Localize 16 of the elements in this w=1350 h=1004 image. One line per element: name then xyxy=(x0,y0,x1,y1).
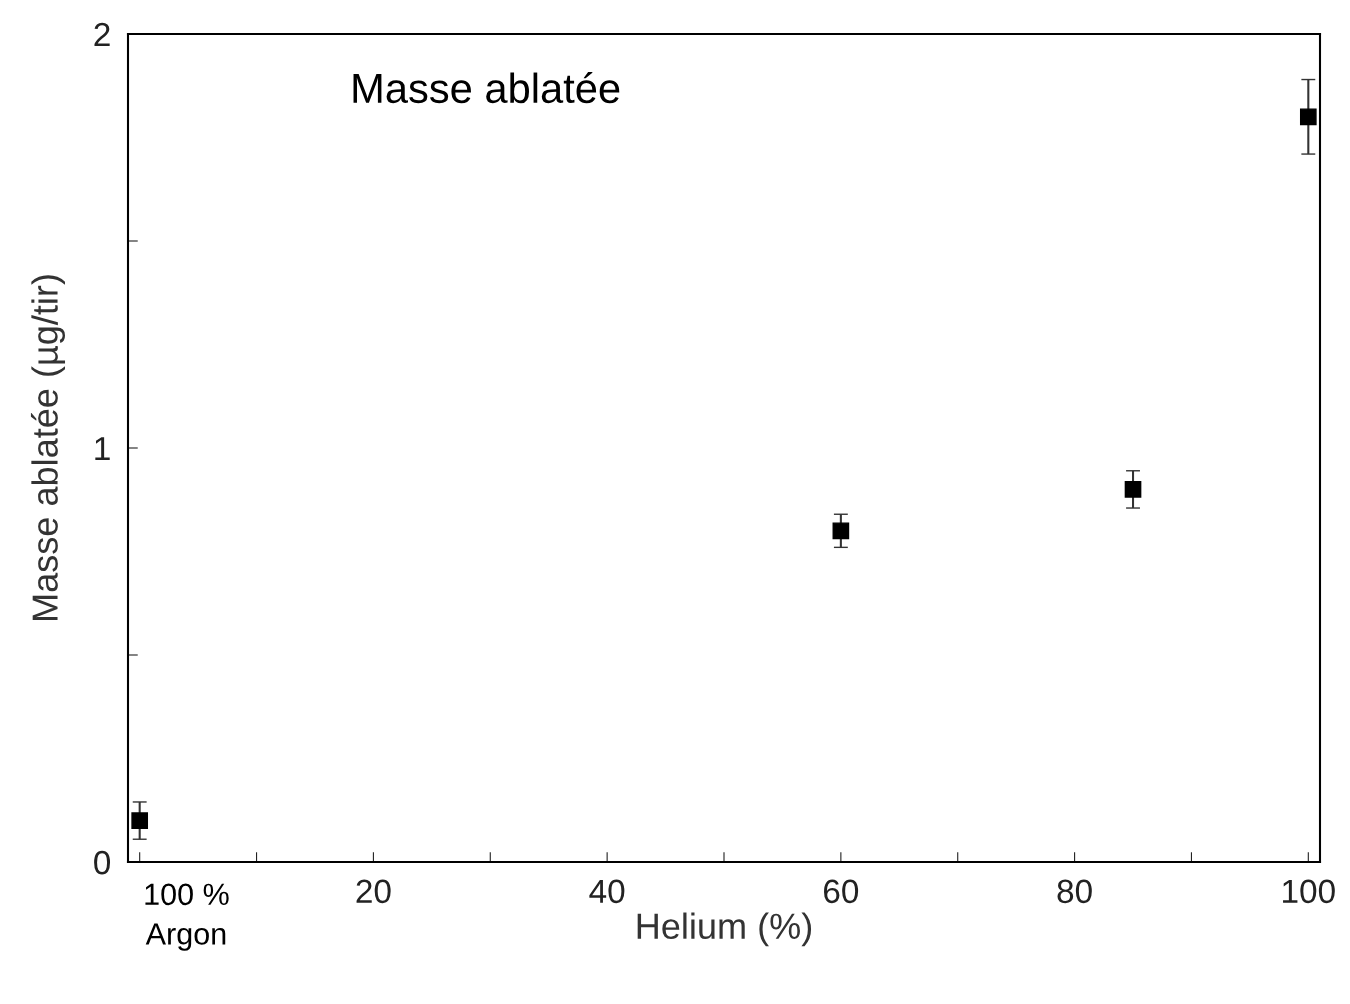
point xyxy=(832,522,850,540)
x-axis-title: Helium (%) xyxy=(637,912,812,947)
y-tick-label: 0 xyxy=(94,850,111,875)
x-tick-label: 20 xyxy=(356,879,391,904)
point xyxy=(1299,108,1317,126)
point xyxy=(1124,481,1142,498)
x-tick-label: 80 xyxy=(1057,879,1092,904)
y-axis-title: Masse ablatée (µg/tir) xyxy=(30,275,66,620)
text: Masse ablatée xyxy=(353,72,620,104)
point xyxy=(131,812,149,829)
x-tick-label: 40 xyxy=(589,879,625,904)
text: 100 % Argon xyxy=(145,883,229,951)
x-tick-label: 100 xyxy=(1283,879,1335,904)
y-tick-label: 1 xyxy=(95,437,110,461)
y-tick-label: 2 xyxy=(94,22,110,47)
x-tick-label: 60 xyxy=(824,879,859,904)
